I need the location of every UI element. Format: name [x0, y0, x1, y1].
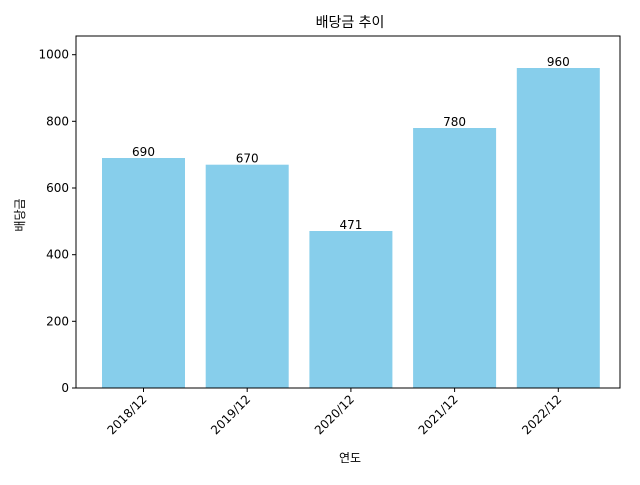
bar [413, 128, 497, 388]
y-tick-label: 400 [46, 248, 69, 262]
x-axis-label: 연도 [339, 451, 361, 465]
bar [102, 158, 185, 388]
y-tick-label: 600 [46, 181, 69, 195]
chart-title: 배당금 추이 [316, 15, 385, 31]
y-tick-label: 800 [46, 114, 69, 128]
y-tick-label: 200 [46, 314, 69, 328]
bar-value-label: 471 [339, 218, 362, 232]
bar-value-label: 960 [547, 55, 570, 69]
bar-value-label: 670 [236, 152, 259, 166]
axes-frame [75, 35, 621, 389]
bar [309, 231, 393, 388]
y-tick-label: 0 [61, 381, 69, 395]
bar [205, 164, 289, 388]
bar-value-label: 690 [132, 145, 155, 159]
bar-value-label: 780 [443, 115, 466, 129]
y-tick-label: 1000 [38, 48, 69, 62]
bar [516, 68, 600, 388]
bars-layer: 690 670 471 780 960 [102, 55, 600, 388]
y-axis-label: 배당금 [13, 198, 27, 231]
